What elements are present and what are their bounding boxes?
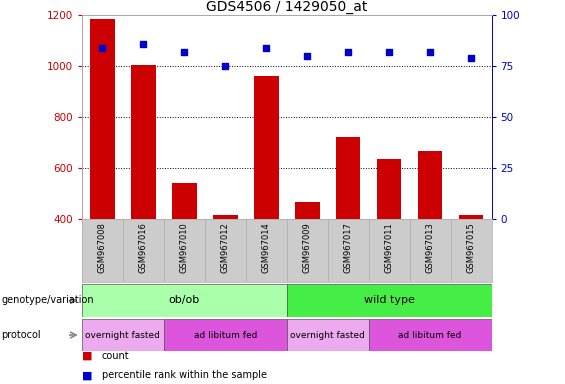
- Text: GSM967011: GSM967011: [385, 222, 394, 273]
- Text: count: count: [102, 351, 129, 361]
- Bar: [90, 19, 115, 219]
- Point: [385, 49, 394, 55]
- Bar: [369, 319, 492, 351]
- Bar: [459, 215, 484, 219]
- Text: GSM967009: GSM967009: [303, 222, 312, 273]
- Point: [221, 63, 230, 70]
- Text: GSM967017: GSM967017: [344, 222, 353, 273]
- Text: overnight fasted: overnight fasted: [290, 331, 365, 339]
- Bar: [82, 319, 164, 351]
- Text: GSM967015: GSM967015: [467, 222, 476, 273]
- Bar: [131, 65, 155, 219]
- Text: GSM967008: GSM967008: [98, 222, 107, 273]
- Text: GSM967016: GSM967016: [139, 222, 148, 273]
- Text: GSM967010: GSM967010: [180, 222, 189, 273]
- Bar: [336, 137, 360, 219]
- Bar: [254, 76, 279, 219]
- Bar: [287, 319, 369, 351]
- Point: [467, 55, 476, 61]
- Point: [98, 45, 107, 51]
- Text: ob/ob: ob/ob: [169, 295, 200, 306]
- Text: GSM967013: GSM967013: [425, 222, 434, 273]
- Bar: [164, 319, 287, 351]
- Bar: [82, 284, 287, 317]
- Bar: [287, 284, 492, 317]
- Text: GSM967012: GSM967012: [221, 222, 230, 273]
- Text: ad libitum fed: ad libitum fed: [194, 331, 257, 339]
- Point: [425, 49, 434, 55]
- Text: wild type: wild type: [364, 295, 415, 306]
- Bar: [418, 151, 442, 219]
- Text: protocol: protocol: [1, 330, 41, 340]
- Point: [303, 53, 312, 59]
- Bar: [295, 202, 320, 219]
- Point: [139, 41, 148, 47]
- Point: [344, 49, 353, 55]
- Text: GSM967014: GSM967014: [262, 222, 271, 273]
- Text: overnight fasted: overnight fasted: [85, 331, 160, 339]
- Bar: [172, 183, 197, 219]
- Bar: [377, 159, 401, 219]
- Point: [180, 49, 189, 55]
- Text: genotype/variation: genotype/variation: [1, 295, 94, 306]
- Text: ■: ■: [82, 351, 93, 361]
- Text: ■: ■: [82, 370, 93, 380]
- Text: percentile rank within the sample: percentile rank within the sample: [102, 370, 267, 380]
- Text: ad libitum fed: ad libitum fed: [398, 331, 462, 339]
- Bar: [213, 215, 238, 219]
- Point: [262, 45, 271, 51]
- Title: GDS4506 / 1429050_at: GDS4506 / 1429050_at: [206, 0, 367, 14]
